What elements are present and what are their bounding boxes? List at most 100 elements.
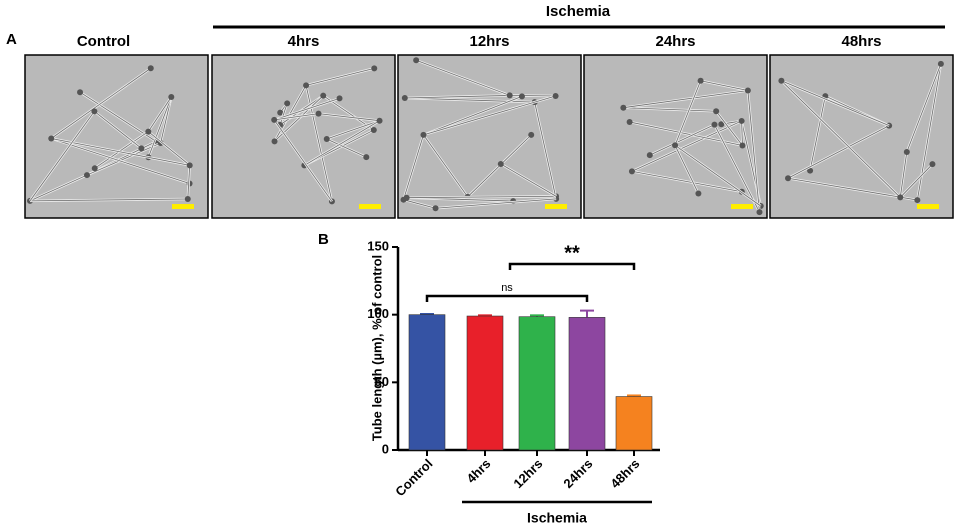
tube-edge bbox=[326, 138, 367, 158]
cell bbox=[271, 138, 278, 145]
micrograph bbox=[397, 54, 582, 219]
tube-edge bbox=[423, 134, 469, 198]
column-header: 24hrs bbox=[655, 33, 695, 50]
cell bbox=[336, 95, 343, 102]
bar bbox=[518, 316, 556, 451]
tube-edge bbox=[423, 96, 523, 136]
cell bbox=[420, 131, 427, 138]
tube-edge bbox=[781, 80, 890, 127]
micrographs bbox=[24, 54, 954, 219]
tube-edge bbox=[674, 144, 761, 207]
tube-edge bbox=[631, 120, 742, 172]
cell bbox=[744, 87, 751, 94]
cell bbox=[401, 94, 408, 101]
tube-edge bbox=[747, 90, 760, 213]
y-tick-label: 100 bbox=[367, 306, 389, 321]
tube-edge bbox=[674, 80, 701, 146]
cell bbox=[778, 77, 785, 84]
cell bbox=[497, 160, 504, 167]
panel-label: B bbox=[318, 231, 329, 248]
cell bbox=[320, 92, 327, 99]
tube-edge bbox=[809, 95, 826, 171]
cell bbox=[432, 205, 439, 212]
tube-edge bbox=[51, 67, 151, 139]
cell bbox=[937, 60, 944, 67]
tube-edge bbox=[148, 131, 190, 166]
cell bbox=[370, 127, 377, 134]
tube-edge bbox=[30, 198, 188, 202]
tube-edge bbox=[403, 199, 436, 209]
bar bbox=[466, 315, 504, 451]
y-tick-label: 50 bbox=[375, 374, 389, 389]
column-header: 48hrs bbox=[841, 33, 881, 50]
cell bbox=[713, 108, 720, 115]
significance-bracket bbox=[425, 294, 589, 302]
scale-bar bbox=[172, 204, 194, 209]
tube-edge bbox=[86, 142, 161, 176]
cell bbox=[739, 142, 746, 149]
tube-edge bbox=[423, 95, 556, 136]
group-label: Ischemia bbox=[546, 3, 611, 20]
tube-edge bbox=[406, 195, 557, 199]
cell bbox=[620, 104, 627, 111]
x-tick-label: 12hrs bbox=[510, 456, 545, 491]
tube-edge bbox=[534, 102, 557, 199]
column-header: 4hrs bbox=[288, 33, 320, 50]
bar bbox=[615, 396, 653, 451]
micrograph bbox=[211, 54, 396, 219]
tube-edge bbox=[274, 98, 340, 121]
cell bbox=[91, 108, 98, 115]
cell bbox=[403, 194, 410, 201]
cell bbox=[83, 172, 90, 179]
tube-edge bbox=[51, 138, 190, 184]
cell bbox=[91, 165, 98, 172]
x-tick-label: 4hrs bbox=[464, 456, 494, 486]
cell bbox=[77, 89, 84, 96]
tube-edge bbox=[787, 125, 890, 179]
micrograph bbox=[769, 54, 954, 219]
tube-edge bbox=[147, 96, 172, 132]
tube-edge bbox=[649, 124, 715, 156]
tube-edge bbox=[304, 120, 380, 166]
column-header: Control bbox=[77, 33, 130, 50]
tube-edge bbox=[899, 163, 933, 198]
tube-edge bbox=[741, 120, 743, 146]
tube-edge bbox=[715, 111, 743, 146]
tube-edge bbox=[273, 119, 333, 202]
cell bbox=[628, 168, 635, 175]
scale-bar bbox=[731, 204, 753, 209]
y-tick-label: 0 bbox=[382, 441, 389, 456]
tube-edge bbox=[187, 165, 191, 199]
bar bbox=[408, 314, 446, 451]
tube-edge bbox=[29, 111, 95, 202]
tube-edge bbox=[148, 96, 172, 158]
tube-edge bbox=[623, 107, 717, 112]
cell bbox=[371, 65, 378, 72]
cell bbox=[147, 65, 154, 72]
cell bbox=[914, 197, 921, 204]
tube-edge bbox=[94, 131, 149, 169]
scale-bar bbox=[359, 204, 381, 209]
cell bbox=[552, 92, 559, 99]
tube-edge bbox=[51, 138, 190, 166]
cell bbox=[718, 121, 725, 128]
tube-edge bbox=[274, 113, 319, 121]
tube-edge bbox=[714, 124, 760, 213]
x-tick-label: 48hrs bbox=[607, 456, 642, 491]
cell bbox=[695, 190, 702, 197]
tube-edge bbox=[700, 80, 748, 91]
cell bbox=[184, 195, 191, 202]
tube-edge bbox=[305, 68, 375, 86]
cell bbox=[376, 117, 383, 124]
tube-edge bbox=[899, 151, 908, 198]
cell bbox=[186, 162, 193, 169]
tube-edge bbox=[403, 134, 424, 200]
y-axis-label: Tube length (µm), % of control bbox=[369, 255, 384, 441]
cell bbox=[271, 116, 278, 123]
cell bbox=[315, 110, 322, 117]
cell bbox=[626, 118, 633, 125]
cell bbox=[413, 57, 420, 64]
cell bbox=[284, 100, 291, 107]
cell bbox=[646, 152, 653, 159]
